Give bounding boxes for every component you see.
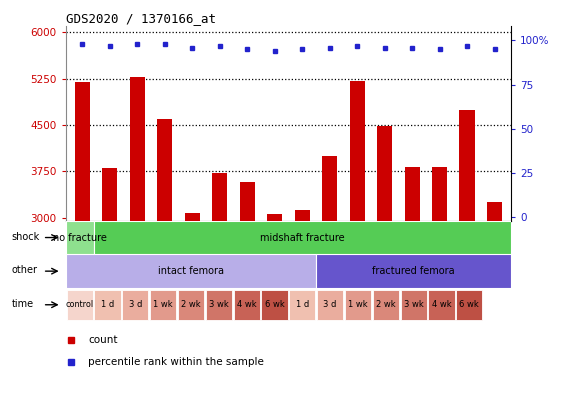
Bar (289, 290, 315, 320)
Text: no fracture: no fracture (53, 232, 107, 243)
Text: count: count (88, 335, 118, 345)
Bar (317, 290, 343, 320)
Bar (267, 214, 282, 221)
Text: 1 wk: 1 wk (348, 300, 368, 309)
Bar (262, 290, 288, 320)
Text: 3 d: 3 d (128, 300, 142, 309)
Text: 2 wk: 2 wk (181, 300, 201, 309)
Bar (157, 119, 172, 221)
Bar (240, 182, 255, 221)
Bar (102, 168, 117, 221)
Bar (432, 167, 447, 221)
Text: intact femora: intact femora (158, 266, 224, 276)
Bar (428, 290, 455, 320)
Bar (212, 173, 227, 221)
Text: 6 wk: 6 wk (460, 300, 479, 309)
Bar (322, 156, 337, 221)
Text: fractured femora: fractured femora (372, 266, 455, 276)
Text: 2 wk: 2 wk (376, 300, 396, 309)
Text: 4 wk: 4 wk (432, 300, 451, 309)
Text: 1 d: 1 d (101, 300, 114, 309)
Bar (178, 290, 204, 320)
Bar (345, 290, 371, 320)
Bar (66, 221, 94, 254)
Bar (122, 290, 148, 320)
Bar (94, 290, 120, 320)
Bar (75, 82, 90, 221)
Text: 4 wk: 4 wk (237, 300, 256, 309)
Bar (184, 213, 200, 221)
Bar (377, 126, 392, 221)
Bar (130, 77, 144, 221)
Bar (234, 290, 260, 320)
Text: GDS2020 / 1370166_at: GDS2020 / 1370166_at (66, 12, 216, 25)
Text: midshaft fracture: midshaft fracture (260, 232, 344, 243)
Text: percentile rank within the sample: percentile rank within the sample (88, 358, 264, 367)
Bar (349, 81, 365, 221)
Text: control: control (66, 300, 94, 309)
Bar (460, 110, 475, 221)
Text: 3 d: 3 d (323, 300, 337, 309)
Text: 3 wk: 3 wk (209, 300, 228, 309)
Text: 6 wk: 6 wk (264, 300, 284, 309)
Bar (404, 167, 420, 221)
Text: 1 wk: 1 wk (153, 300, 173, 309)
Bar (373, 290, 399, 320)
Text: shock: shock (11, 232, 39, 242)
Bar (456, 290, 482, 320)
Bar (206, 290, 232, 320)
Text: other: other (11, 265, 37, 275)
Bar (400, 290, 427, 320)
Bar (66, 254, 316, 288)
Text: 1 d: 1 d (296, 300, 309, 309)
Bar (316, 254, 511, 288)
Bar (487, 202, 502, 221)
Text: 3 wk: 3 wk (404, 300, 424, 309)
Bar (295, 210, 309, 221)
Bar (66, 290, 93, 320)
Bar (150, 290, 176, 320)
Text: time: time (11, 299, 34, 309)
